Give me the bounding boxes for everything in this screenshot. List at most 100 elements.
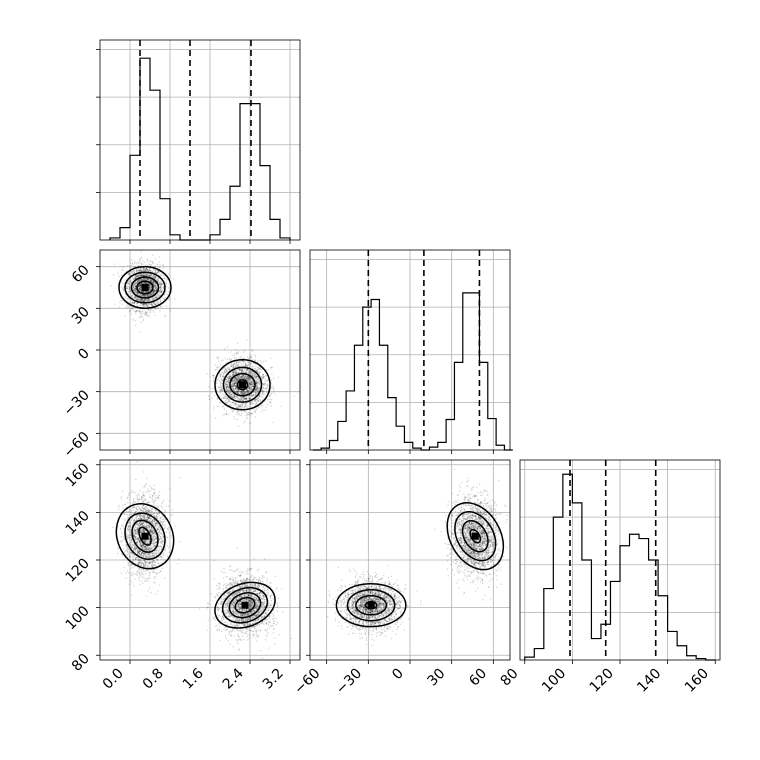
scatter-point: [154, 290, 156, 292]
scatter-point: [241, 393, 244, 395]
scatter-point: [243, 397, 245, 400]
scatter-point: [233, 383, 236, 385]
scatter-point: [142, 305, 144, 307]
joint-content: [112, 461, 293, 659]
scatter-point: [257, 384, 259, 387]
scatter-point: [152, 299, 154, 301]
scatter-point: [250, 387, 253, 389]
scatter-point: [227, 377, 229, 379]
scatter-point: [139, 550, 141, 552]
scatter-point: [141, 555, 143, 557]
scatter-point: [145, 294, 147, 296]
scatter-point: [293, 395, 295, 397]
scatter-point: [142, 304, 144, 306]
scatter-point: [245, 406, 247, 408]
scatter-point: [154, 280, 156, 283]
scatter-point: [255, 382, 257, 385]
scatter-point: [245, 371, 248, 374]
scatter-point: [150, 513, 152, 515]
scatter-point: [148, 275, 150, 277]
scatter-point: [244, 364, 246, 366]
scatter-point: [251, 390, 253, 392]
scatter-point: [153, 545, 155, 547]
scatter-point: [225, 390, 227, 393]
scatter-point: [232, 410, 234, 413]
scatter-point: [229, 401, 231, 403]
scatter-point: [224, 372, 227, 374]
scatter-point: [234, 371, 236, 373]
scatter-point: [138, 316, 141, 319]
scatter-point: [145, 282, 147, 284]
scatter-point: [148, 539, 150, 541]
scatter-point: [255, 409, 257, 411]
scatter-point: [149, 293, 152, 295]
scatter-point: [153, 518, 155, 520]
scatter-point: [146, 277, 148, 280]
scatter-point: [151, 282, 153, 284]
scatter-point: [143, 268, 145, 271]
scatter-point: [238, 409, 240, 411]
scatter-point: [140, 275, 143, 277]
scatter-point: [232, 371, 234, 374]
scatter-point: [224, 366, 226, 369]
scatter-point: [169, 290, 171, 292]
scatter-point: [257, 376, 260, 378]
scatter-point: [134, 296, 136, 299]
scatter-point: [144, 281, 147, 283]
scatter-point: [135, 285, 137, 288]
scatter-point: [143, 295, 145, 297]
scatter-point: [241, 404, 243, 406]
scatter-point: [137, 551, 139, 554]
scatter-point: [254, 398, 256, 400]
scatter-point: [156, 289, 158, 291]
scatter-point: [128, 521, 131, 523]
scatter-point: [151, 298, 153, 301]
scatter-point: [149, 530, 151, 532]
scatter-point: [248, 405, 251, 408]
scatter-point: [146, 275, 148, 277]
scatter-point: [122, 289, 125, 291]
scatter-point: [153, 280, 155, 283]
scatter-point: [265, 391, 268, 393]
scatter-point: [160, 284, 162, 286]
scatter-point: [238, 376, 240, 378]
scatter-point: [143, 544, 145, 546]
scatter-point: [143, 531, 145, 534]
scatter-point: [150, 302, 152, 305]
scatter-point: [135, 286, 137, 288]
scatter-point: [140, 278, 142, 280]
scatter-point: [120, 274, 123, 277]
scatter-point: [145, 277, 147, 280]
scatter-point: [158, 290, 160, 292]
scatter-point: [129, 286, 131, 288]
scatter-point: [131, 272, 133, 274]
scatter-point: [126, 285, 128, 287]
scatter-point: [236, 386, 238, 388]
scatter-point: [237, 407, 240, 409]
scatter-point: [143, 303, 145, 305]
scatter-point: [228, 381, 230, 383]
scatter-point: [245, 375, 247, 377]
scatter-point: [150, 525, 152, 527]
scatter-point: [139, 287, 141, 289]
scatter-point: [142, 291, 144, 294]
scatter-point: [154, 275, 156, 278]
scatter-point: [137, 275, 139, 277]
scatter-point: [136, 514, 138, 516]
scatter-point: [145, 273, 147, 275]
scatter-point: [258, 376, 260, 378]
scatter-point: [254, 372, 256, 374]
scatter-point: [231, 364, 233, 366]
scatter-point: [254, 389, 256, 391]
scatter-point: [239, 399, 241, 401]
scatter-point: [142, 279, 144, 281]
scatter-point: [141, 297, 143, 300]
scatter-point: [238, 377, 240, 380]
scatter-point: [141, 291, 144, 293]
scatter-point: [159, 298, 161, 300]
scatter-point: [263, 390, 265, 392]
scatter-point: [157, 295, 159, 297]
scatter-point: [248, 357, 251, 359]
scatter-point: [156, 280, 158, 282]
scatter-point: [137, 274, 140, 276]
